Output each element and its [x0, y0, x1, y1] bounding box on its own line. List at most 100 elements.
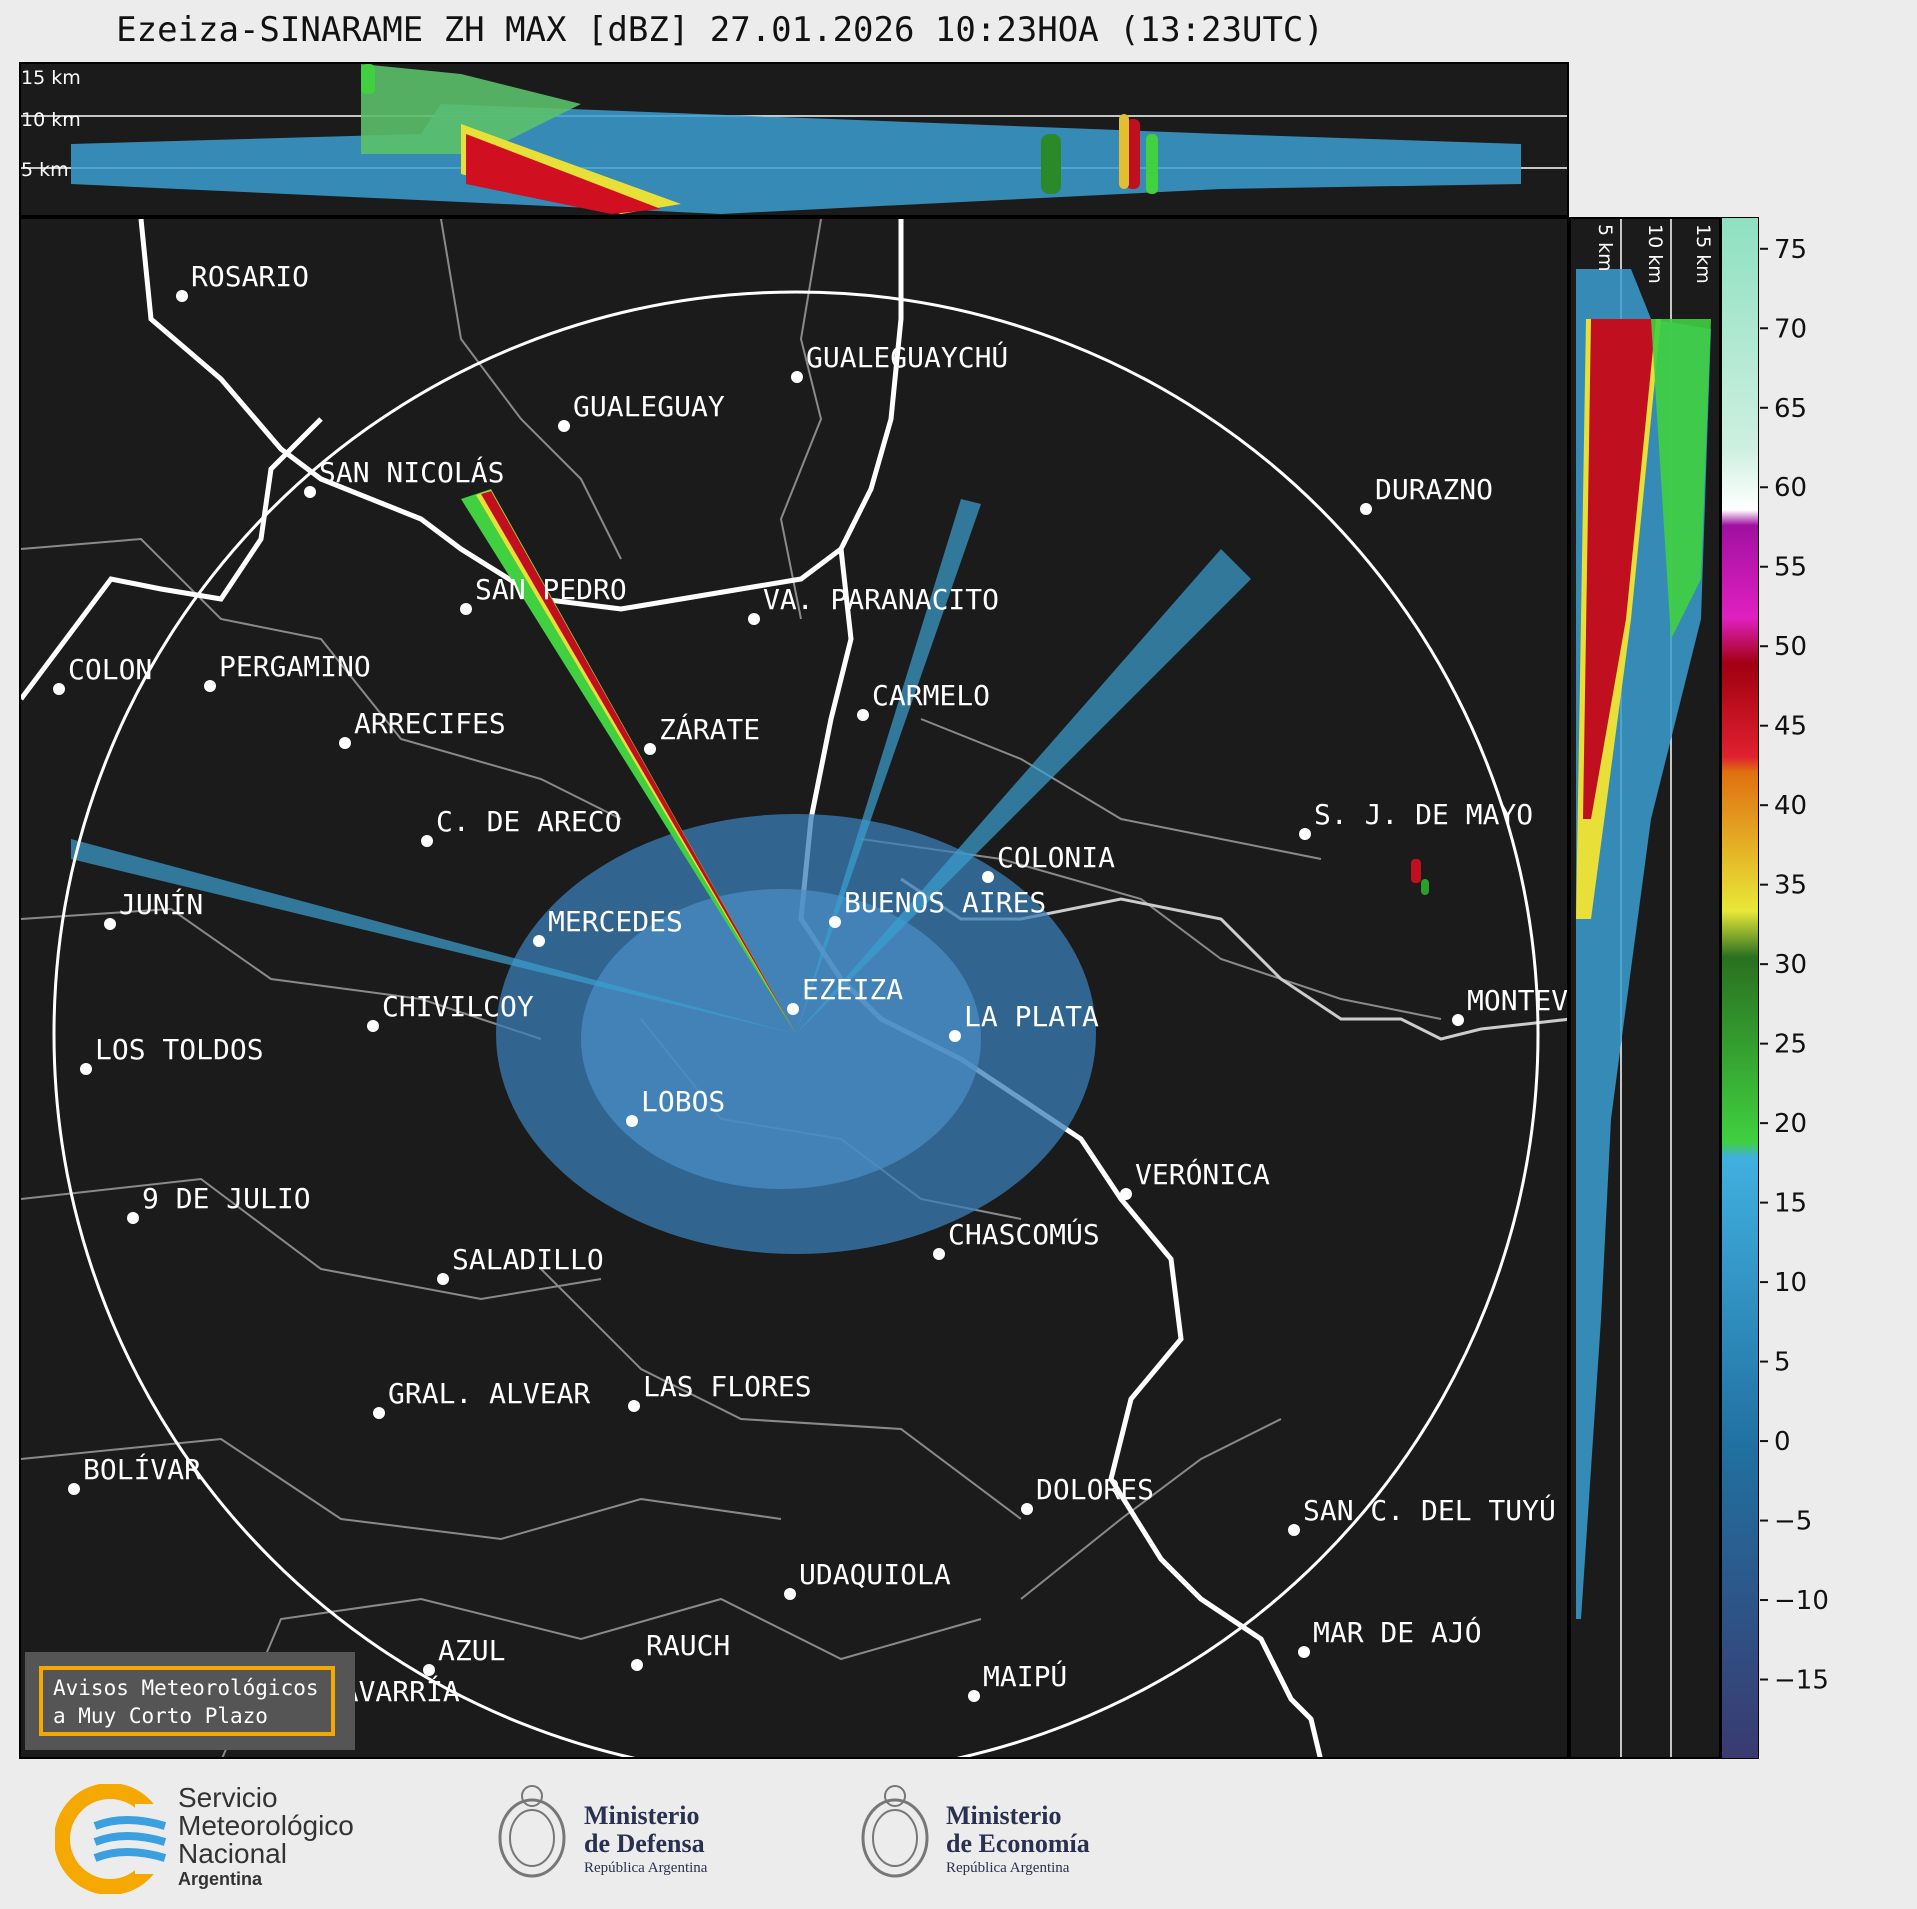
city-veronica: VERÓNICA — [1135, 1157, 1270, 1191]
side-height-label-5km: 5 km — [1594, 224, 1616, 272]
colorbar-tick-label: 5 — [1774, 1348, 1791, 1378]
river-parana — [138, 219, 904, 612]
city-dot-mar-de-ajo — [1298, 1646, 1310, 1658]
city-dot-las-flores — [628, 1400, 640, 1412]
city-dot-dolores — [1021, 1503, 1033, 1515]
side-height-label-15km: 15 km — [1692, 224, 1714, 284]
city-dot-la-plata — [949, 1030, 961, 1042]
colorbar-svg — [1720, 216, 1760, 1760]
echo-profile-yellow-cell — [1119, 114, 1129, 189]
colorbar-tick-label: 25 — [1774, 1030, 1807, 1060]
city-dot-veronica — [1120, 1188, 1132, 1200]
economia-logo-text: Ministerio de Economía República Argenti… — [946, 1802, 1090, 1878]
echo-profile-green-cell-3 — [361, 64, 375, 94]
echo-profile-green — [361, 64, 581, 154]
colorbar-tick-label: 75 — [1774, 235, 1807, 265]
defensa-logo-text: Ministerio de Defensa República Argentin… — [584, 1802, 707, 1878]
city-san-c-del-tuyu: SAN C. DEL TUYÚ — [1303, 1493, 1556, 1527]
city-dot-lobos — [626, 1115, 638, 1127]
city-la-plata: LA PLATA — [964, 1000, 1099, 1033]
height-label-15km: 15 km — [21, 67, 81, 89]
city-dolores: DOLORES — [1036, 1473, 1154, 1506]
city-montev: MONTEV — [1467, 984, 1568, 1017]
city-zarate: ZÁRATE — [659, 712, 760, 746]
city-maipu: MAIPÚ — [983, 1659, 1067, 1693]
city-dot-pergamino — [204, 680, 216, 692]
colorbar-tick-label: 20 — [1774, 1109, 1807, 1139]
echo-profile-base — [71, 104, 1521, 214]
defensa-line-2: de Defensa — [584, 1829, 705, 1858]
city-san-nicolas: SAN NICOLÁS — [319, 455, 504, 489]
city-va-paranacito: VA. PARANACITO — [763, 583, 999, 616]
colorbar-tick-label: 70 — [1774, 314, 1807, 344]
city-dot-gualeguay — [558, 420, 570, 432]
city-dot-s-j-de-mayo — [1299, 828, 1311, 840]
city-dot-va-paranacito — [748, 613, 760, 625]
echo-beam-n — [796, 499, 981, 1034]
city-dot-san-c-del-tuyu — [1288, 1524, 1300, 1536]
economia-line-3: República Argentina — [946, 1860, 1070, 1876]
city-los-toldos: LOS TOLDOS — [95, 1033, 264, 1066]
city-dot-carmelo — [857, 709, 869, 721]
city-chivilcoy: CHIVILCOY — [382, 990, 534, 1023]
colorbar-tick-label: 55 — [1774, 553, 1807, 583]
echo-spike-yellow — [476, 490, 796, 1034]
city-dot-gral-alvear — [373, 1407, 385, 1419]
echo-cell-green — [1421, 879, 1429, 895]
city-arrecifes: ARRECIFES — [354, 707, 506, 740]
city-gualeguay: GUALEGUAY — [573, 390, 725, 423]
footer-logos: Servicio Meteorológico Nacional Argentin… — [0, 1762, 1917, 1909]
colorbar-tick-label: 45 — [1774, 712, 1807, 742]
height-label-5km: 5 km — [21, 159, 69, 181]
city-dot-c-de-areco — [421, 835, 433, 847]
echo-cell-red — [1411, 859, 1421, 883]
echo-profile-yellow — [461, 124, 681, 214]
radar-range-ring — [52, 290, 1540, 1757]
colorbar-tick-label: 40 — [1774, 791, 1807, 821]
city-9-de-julio: 9 DE JULIO — [142, 1182, 311, 1215]
radar-map-panel: ROSARIO GUALEGUAYCHÚ GUALEGUAY SAN NICOL… — [19, 217, 1569, 1759]
city-azul: AZUL — [438, 1634, 505, 1667]
echo-beam-ne — [796, 549, 1251, 1034]
colorbar-tick-label: 35 — [1774, 871, 1807, 901]
side-height-profile-panel: 5 km 10 km 15 km — [1569, 217, 1721, 1759]
city-dot-colonia — [982, 871, 994, 883]
city-gualeguaychu: GUALEGUAYCHÚ — [806, 340, 1008, 374]
city-colon: COLON — [68, 653, 152, 686]
warning-line-1: Avisos Meteorológicos — [53, 1676, 319, 1700]
city-rosario: ROSARIO — [191, 260, 309, 293]
city-dot-rosario — [176, 290, 188, 302]
defensa-line-3: República Argentina — [584, 1860, 708, 1876]
city-dot-maipu — [968, 1690, 980, 1702]
city-dot-udaquiola — [784, 1588, 796, 1600]
city-las-flores: LAS FLORES — [643, 1370, 812, 1403]
city-dot-ezeiza — [787, 1003, 799, 1015]
city-dot-chivilcoy — [367, 1020, 379, 1032]
colorbar-tick-label: 50 — [1774, 632, 1807, 662]
city-dot-bolivar — [68, 1483, 80, 1495]
smn-logo-text: Servicio Meteorológico Nacional Argentin… — [178, 1784, 354, 1890]
city-dot-mercedes — [533, 935, 545, 947]
smn-line-3: Nacional — [178, 1838, 287, 1869]
smn-line-4: Argentina — [178, 1869, 263, 1889]
colorbar-tick-label: 65 — [1774, 394, 1807, 424]
city-dot-rauch — [631, 1659, 643, 1671]
city-carmelo: CARMELO — [872, 679, 990, 712]
city-san-pedro: SAN PEDRO — [475, 573, 627, 606]
city-c-de-areco: C. DE ARECO — [436, 805, 621, 838]
city-dot-montev — [1452, 1014, 1464, 1026]
smn-logo-icon — [55, 1784, 175, 1894]
echo-profile-green-cell-2 — [1041, 134, 1061, 194]
top-height-profile-panel: 15 km 10 km 5 km — [19, 62, 1569, 217]
warning-line-2: a Muy Corto Plazo — [53, 1704, 268, 1728]
radar-map-svg: ROSARIO GUALEGUAYCHÚ GUALEGUAY SAN NICOL… — [21, 219, 1568, 1757]
echo-beam-w — [71, 839, 796, 1034]
warning-link-box[interactable]: Avisos Meteorológicos a Muy Corto Plazo — [25, 1652, 355, 1750]
side-profile-svg: 5 km 10 km 15 km — [1576, 219, 1714, 1757]
echo-spike-red — [481, 491, 796, 1034]
colorbar-tick-label: 0 — [1774, 1427, 1791, 1457]
echo-spike-green — [461, 489, 796, 1034]
river-uruguay-west — [21, 417, 323, 701]
height-label-10km: 10 km — [21, 109, 81, 131]
